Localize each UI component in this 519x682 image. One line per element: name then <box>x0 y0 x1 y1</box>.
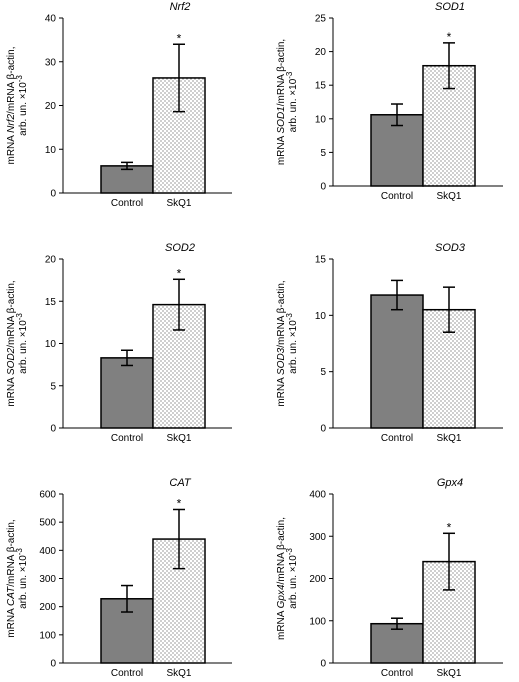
y-tick-label: 0 <box>320 424 326 435</box>
category-label: SkQ1 <box>166 433 191 444</box>
y-axis-label: mRNA SOD3/mRNA β-actin, <box>276 280 287 406</box>
y-tick-label: 40 <box>45 14 57 25</box>
chart-title: SOD1 <box>435 1 465 13</box>
y-axis-label-line2: arb. un. ×10-3 <box>285 548 299 609</box>
y-tick-label: 100 <box>39 630 56 641</box>
y-tick-label: 10 <box>45 145 57 156</box>
significance-marker: * <box>177 496 182 510</box>
chart-panel-nrf2: Nrf2 0 10 20 30 40 Control * SkQ1 mRNA Nrf2/mRNA … <box>6 1 232 209</box>
y-tick-label: 300 <box>39 574 56 585</box>
chart-title: SOD2 <box>165 242 195 254</box>
y-tick-label: 0 <box>50 189 56 200</box>
chart-panel-sod1: SOD1 0 5 10 15 20 25 Control * SkQ1 mRNA SOD1/mRNA… <box>276 1 503 202</box>
y-tick-label: 20 <box>45 101 57 112</box>
y-tick-label: 5 <box>320 367 326 378</box>
y-tick-label: 300 <box>309 532 326 543</box>
category-label: Control <box>381 191 413 202</box>
y-axis-label: mRNA Gpx4/mRNA β-actin, <box>276 517 287 640</box>
bar-control <box>100 165 154 194</box>
y-axis-label-line2: arb. un. ×10-3 <box>285 313 299 374</box>
significance-marker: * <box>447 520 452 534</box>
chart-title: SOD3 <box>435 242 466 254</box>
category-label: Control <box>381 433 413 444</box>
y-axis-label-line2: arb. un. ×10-3 <box>285 71 299 132</box>
y-tick-label: 5 <box>50 381 56 392</box>
chart-panel-cat: CAT 0 100 200 300 400 500 600 Control * SkQ1 mRNA C… <box>6 477 232 679</box>
y-tick-label: 15 <box>45 297 57 308</box>
y-tick-label: 10 <box>315 311 327 322</box>
y-tick-label: 20 <box>315 47 327 58</box>
significance-marker: * <box>447 30 452 44</box>
y-tick-label: 0 <box>50 659 56 670</box>
y-tick-label: 10 <box>45 339 57 350</box>
category-label: Control <box>381 668 413 679</box>
y-tick-label: 10 <box>315 114 327 125</box>
y-tick-label: 600 <box>39 490 56 501</box>
y-tick-label: 0 <box>320 182 326 193</box>
y-axis-label-line2: arb. un. ×10-3 <box>15 75 29 136</box>
chart-panel-sod3: SOD3 0 5 10 15 Control SkQ1 mRNA SOD3/mRNA β-ac… <box>276 242 503 444</box>
category-label: Control <box>111 198 143 209</box>
y-tick-label: 400 <box>39 546 56 557</box>
y-axis-label: mRNA Nrf2/mRNA β-actin, <box>6 46 17 164</box>
y-tick-label: 5 <box>320 148 326 159</box>
chart-title: Gpx4 <box>437 477 463 489</box>
bar-control <box>100 357 154 429</box>
y-tick-label: 25 <box>315 14 327 25</box>
category-label: SkQ1 <box>436 433 461 444</box>
category-label: SkQ1 <box>166 198 191 209</box>
y-axis-label: mRNA SOD1/mRNA β-actin, <box>276 39 287 165</box>
y-tick-label: 30 <box>45 57 57 68</box>
category-label: Control <box>111 433 143 444</box>
y-tick-label: 200 <box>309 574 326 585</box>
y-tick-label: 0 <box>320 659 326 670</box>
y-axis-label-line2: arb. un. ×10-3 <box>15 548 29 609</box>
chart-title: Nrf2 <box>170 1 191 13</box>
significance-marker: * <box>177 31 182 45</box>
y-tick-label: 15 <box>315 255 327 266</box>
y-tick-label: 0 <box>50 424 56 435</box>
y-tick-label: 200 <box>39 602 56 613</box>
y-tick-label: 20 <box>45 255 57 266</box>
chart-title: CAT <box>169 477 191 489</box>
category-label: SkQ1 <box>436 668 461 679</box>
category-label: SkQ1 <box>166 668 191 679</box>
y-axis-label: mRNA SOD2/mRNA β-actin, <box>6 280 17 406</box>
category-label: SkQ1 <box>436 191 461 202</box>
chart-panel-sod2: SOD2 0 5 10 15 20 Control * SkQ1 mRNA SOD2/mRNA β… <box>6 242 232 444</box>
category-label: Control <box>111 668 143 679</box>
y-tick-label: 500 <box>39 518 56 529</box>
y-tick-label: 15 <box>315 81 327 92</box>
chart-panel-gpx4: Gpx4 0 100 200 300 400 Control * SkQ1 mRNA Gpx4/m… <box>276 477 503 679</box>
significance-marker: * <box>177 266 182 280</box>
y-axis-label: mRNA CAT/mRNA β-actin, <box>6 519 17 637</box>
y-tick-label: 100 <box>309 616 326 627</box>
y-axis-label-line2: arb. un. ×10-3 <box>15 313 29 374</box>
y-tick-label: 400 <box>309 490 326 501</box>
bar-control <box>370 294 424 429</box>
